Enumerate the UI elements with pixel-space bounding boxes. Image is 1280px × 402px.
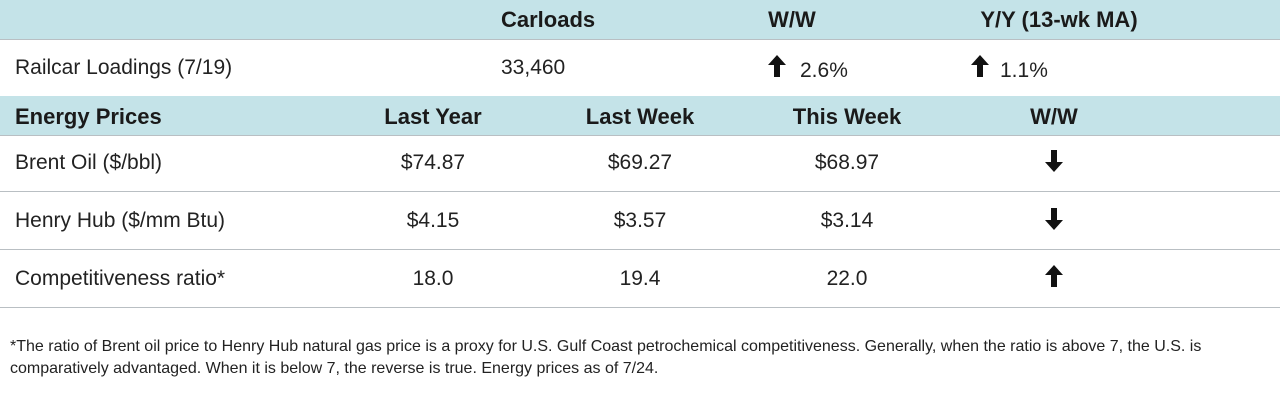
this-week-header: This Week [792,104,902,129]
this-week-value: $68.97 [814,151,880,174]
this-week-value: $3.14 [820,209,874,232]
railcar-header-band [0,0,1280,39]
ww-header: W/W [768,7,816,32]
ww-value: 2.6% [800,59,848,82]
energy-title: Energy Prices [15,104,162,129]
last-year-value: $4.15 [406,209,460,232]
last-week-value: $69.27 [607,151,673,174]
row-label: Brent Oil ($/bbl) [15,151,163,174]
last-week-header: Last Week [585,104,695,129]
divider [0,135,1280,136]
up-arrow-icon [764,53,790,79]
up-arrow-icon [1041,263,1067,289]
energy-ww-header: W/W [1030,104,1078,129]
down-arrow-icon [1041,206,1067,232]
up-arrow-icon [967,53,993,79]
last-year-header: Last Year [384,104,482,129]
footnote: *The ratio of Brent oil price to Henry H… [10,338,1202,377]
last-year-value: 18.0 [412,267,454,290]
divider [0,249,1280,250]
down-arrow-icon [1041,148,1067,174]
divider [0,39,1280,40]
yy-header: Y/Y (13-wk MA) [980,7,1138,32]
row-label: Competitiveness ratio* [15,267,226,290]
railcar-label: Railcar Loadings (7/19) [15,56,233,79]
carloads-header: Carloads [501,7,596,32]
yy-value: 1.1% [1000,59,1048,82]
divider [0,191,1280,192]
carloads-value: 33,460 [501,56,566,79]
row-label: Henry Hub ($/mm Btu) [15,209,226,232]
energy-header-band [0,96,1280,135]
last-week-value: $3.57 [613,209,667,232]
divider [0,307,1280,308]
last-year-value: $74.87 [400,151,466,174]
last-week-value: 19.4 [619,267,661,290]
this-week-value: 22.0 [826,267,868,290]
